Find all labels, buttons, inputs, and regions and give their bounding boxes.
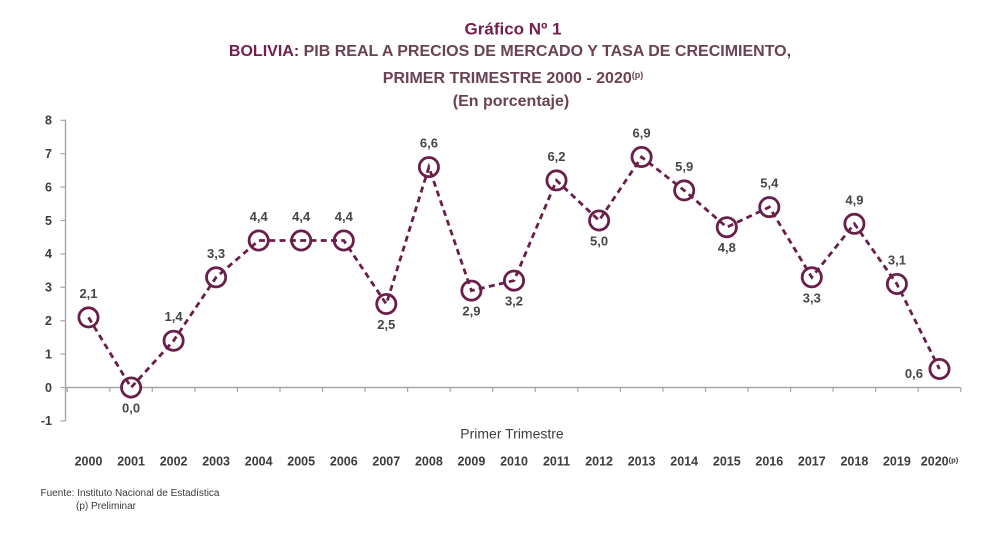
svg-text:2019: 2019 [883,455,911,469]
svg-text:Primer Trimestre: Primer Trimestre [460,426,564,442]
svg-text:Gráfico Nº 1: Gráfico Nº 1 [465,20,562,39]
svg-text:2,9: 2,9 [462,304,480,319]
svg-text:6: 6 [45,180,52,194]
svg-text:1,4: 1,4 [165,309,184,324]
svg-text:5,4: 5,4 [760,176,779,191]
svg-text:2003: 2003 [202,455,230,469]
svg-text:5: 5 [45,214,52,228]
svg-text:3,2: 3,2 [505,294,523,309]
svg-text:4,9: 4,9 [845,192,863,207]
svg-text:3,3: 3,3 [803,290,821,305]
svg-text:2: 2 [45,314,52,328]
svg-text:2018: 2018 [840,455,868,469]
svg-text:2,5: 2,5 [377,317,395,332]
svg-text:4,4: 4,4 [335,209,354,224]
svg-text:4: 4 [45,247,52,261]
svg-text:8: 8 [45,114,52,128]
svg-text:3: 3 [45,281,52,295]
svg-text:2002: 2002 [160,455,188,469]
svg-text:6,2: 6,2 [547,149,565,164]
svg-text:6,6: 6,6 [420,136,438,151]
svg-text:2000: 2000 [75,455,103,469]
svg-text:(En porcentaje): (En porcentaje) [453,93,569,110]
svg-text:-1: -1 [41,414,52,428]
svg-text:5,9: 5,9 [675,159,693,174]
svg-text:0,6: 0,6 [905,366,923,381]
svg-text:3,3: 3,3 [207,246,225,261]
svg-text:3,1: 3,1 [888,253,906,268]
svg-text:2004: 2004 [245,455,273,469]
svg-text:(p) Preliminar: (p) Preliminar [76,501,137,512]
svg-text:0,0: 0,0 [122,401,140,416]
svg-text:4,4: 4,4 [292,209,311,224]
svg-text:Fuente: Instituto Nacional de: Fuente: Instituto Nacional de Estadístic… [41,488,220,499]
svg-text:5,0: 5,0 [590,234,608,249]
svg-text:4,8: 4,8 [718,240,736,255]
svg-text:4,4: 4,4 [250,209,269,224]
svg-text:7: 7 [45,147,52,161]
svg-text:1: 1 [45,347,52,361]
svg-text:2009: 2009 [457,455,485,469]
svg-text:2,1: 2,1 [79,286,97,301]
svg-text:2001: 2001 [117,455,145,469]
svg-text:BOLIVIA: PIB REAL A PRECIOS DE: BOLIVIA: PIB REAL A PRECIOS DE MERCADO Y… [229,43,791,60]
svg-text:2016: 2016 [755,455,783,469]
svg-text:2008: 2008 [415,455,443,469]
svg-text:2012: 2012 [585,455,613,469]
svg-text:2010: 2010 [500,455,528,469]
svg-text:2013: 2013 [628,455,656,469]
svg-text:2006: 2006 [330,455,358,469]
svg-text:2005: 2005 [287,455,315,469]
svg-text:2014: 2014 [670,455,698,469]
svg-text:2017: 2017 [798,455,826,469]
svg-text:PRIMER TRIMESTRE 2000 - 2020(p: PRIMER TRIMESTRE 2000 - 2020(p) [383,70,643,87]
svg-text:2015: 2015 [713,455,741,469]
svg-text:2007: 2007 [372,455,400,469]
svg-text:2011: 2011 [543,455,570,469]
svg-text:6,9: 6,9 [633,126,651,141]
svg-text:0: 0 [45,381,52,395]
